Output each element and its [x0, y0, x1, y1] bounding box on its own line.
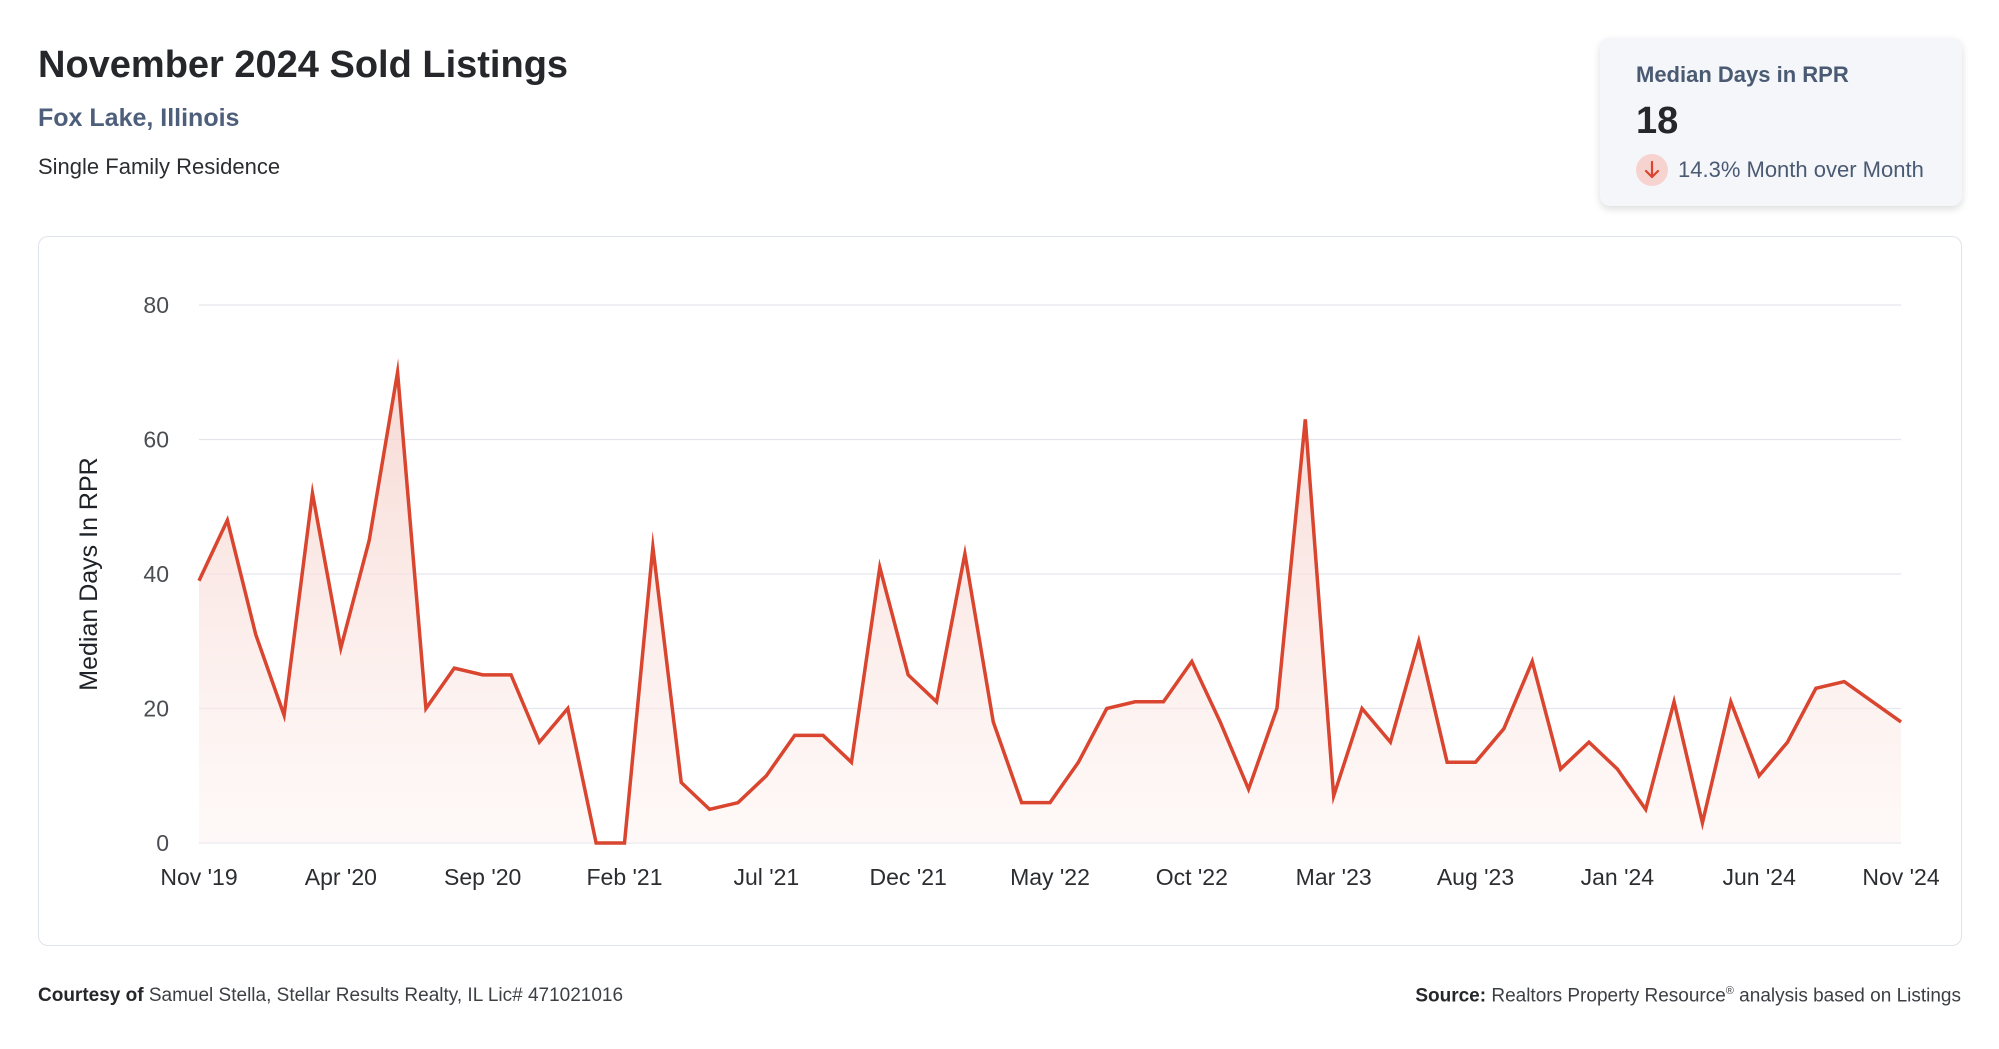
- median-days-kpi-card: Median Days in RPR 18 14.3% Month over M…: [1600, 38, 1962, 206]
- x-tick-label: Sep '20: [444, 864, 521, 890]
- chart-card: Nov '19 Apr '20 Sep '20 Feb '21 Jul '21 Dec '…: [38, 236, 1962, 946]
- x-tick-label: May '22: [1010, 864, 1090, 890]
- page-title: November 2024 Sold Listings: [38, 44, 569, 86]
- x-tick-label: Nov '24: [1862, 864, 1939, 890]
- series-area: [199, 372, 1901, 843]
- kpi-change-text: 14.3% Month over Month: [1678, 157, 1924, 182]
- courtesy-text: Samuel Stella, Stellar Results Realty, I…: [148, 985, 624, 1006]
- source-label: Source:: [1415, 985, 1487, 1007]
- x-tick-label: Apr '20: [305, 864, 377, 890]
- courtesy-label: Courtesy of: [38, 985, 144, 1006]
- y-axis-label: Median Days In RPR: [75, 457, 103, 690]
- x-tick-label: Oct '22: [1156, 864, 1228, 890]
- series-line: [197, 358, 1903, 845]
- x-tick-label: Jul '21: [733, 864, 799, 890]
- location-subtitle: Fox Lake, Illinois: [38, 104, 240, 132]
- x-tick-label: Mar '23: [1296, 864, 1372, 890]
- y-tick-label: 0: [156, 830, 169, 856]
- registered-mark: ®: [1725, 985, 1734, 997]
- x-tick-label: Dec '21: [870, 864, 947, 890]
- median-days-chart: Nov '19 Apr '20 Sep '20 Feb '21 Jul '21 Dec '…: [75, 292, 1940, 890]
- y-tick-label: 60: [143, 427, 169, 453]
- kpi-value: 18: [1636, 100, 1679, 142]
- source-text-tail: analysis based on Listings: [1733, 985, 1961, 1007]
- source-footer: Source: Realtors Property Resource® anal…: [1415, 985, 1961, 1007]
- x-tick-label: Aug '23: [1437, 864, 1514, 890]
- source-text: Realtors Property Resource: [1491, 985, 1726, 1007]
- arrow-down-icon: [1636, 154, 1668, 186]
- x-tick-label: Jan '24: [1581, 864, 1655, 890]
- x-tick-label: Nov '19: [160, 864, 237, 890]
- y-tick-label: 80: [143, 292, 169, 318]
- y-tick-label: 20: [143, 696, 169, 722]
- kpi-label: Median Days in RPR: [1636, 62, 1849, 87]
- x-tick-label: Jun '24: [1722, 864, 1796, 890]
- kpi-change: 14.3% Month over Month: [1636, 154, 1924, 186]
- x-tick-label: Feb '21: [587, 864, 663, 890]
- property-type-label: Single Family Residence: [38, 154, 281, 179]
- courtesy-footer: Courtesy of Samuel Stella, Stellar Resul…: [38, 985, 623, 1007]
- y-tick-label: 40: [143, 561, 169, 587]
